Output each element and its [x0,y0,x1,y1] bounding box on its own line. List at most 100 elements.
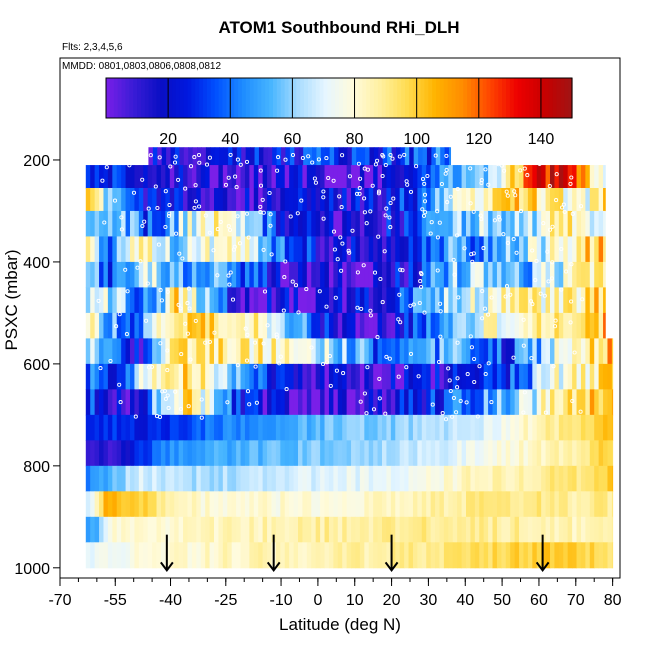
heatmap-cell [138,287,144,314]
heatmap-cell [183,516,188,543]
heatmap-cell [99,165,104,189]
heatmap-cell [289,165,295,189]
measurement-dot [368,308,373,313]
measurement-dot [465,372,470,377]
measurement-dot [340,153,345,158]
heatmap-cell [368,465,374,492]
heatmap-cell [377,440,383,467]
measurement-dot [127,163,132,168]
heatmap-cell [589,542,595,569]
colorbar-swatch [269,78,274,118]
colorbar-swatch [164,78,169,118]
heatmap-cell [399,188,405,212]
heatmap-cell [143,188,149,212]
heatmap-cell [174,338,180,365]
measurement-dot [481,246,486,251]
heatmap-cell [315,414,321,441]
heatmap-cell [116,165,122,189]
heatmap-cell [382,261,387,288]
heatmap-cell [488,440,494,467]
heatmap-cell [328,312,334,339]
heatmap-cell [324,210,330,237]
heatmap-cell [519,261,524,288]
measurement-dot [542,293,547,298]
heatmap-cell [488,516,494,543]
heatmap-cell [430,287,436,314]
heatmap-cell [373,465,379,492]
heatmap-cell [147,312,153,339]
heatmap-cell [125,287,131,314]
heatmap-cell [342,491,348,518]
heatmap-cell [572,287,578,314]
heatmap-cell [236,363,242,390]
heatmap-cell [417,338,423,365]
measurement-dot [192,205,197,210]
heatmap-cell [267,147,273,166]
heatmap-cell [138,210,144,237]
heatmap-cell [293,389,299,416]
heatmap-cell [412,491,418,518]
heatmap-cell [94,188,100,212]
heatmap-cell [214,363,219,390]
measurement-dot [254,400,259,405]
heatmap-cell [474,414,480,441]
heatmap-cell [470,236,476,263]
measurement-dot [580,297,585,302]
heatmap-cell [351,414,356,441]
colorbar-swatch [498,78,503,118]
heatmap-cell [298,210,303,237]
heatmap-cell [262,287,268,314]
measurement-dot [489,295,494,300]
heatmap-cell [439,287,445,314]
heatmap-cell [125,312,131,339]
colorbar-swatch [354,78,360,118]
heatmap-cell [174,491,180,518]
heatmap-cell [377,338,383,365]
heatmap-cell [373,236,379,263]
heatmap-cell [223,147,229,166]
colorbar-swatch [226,78,231,118]
measurement-dot [376,189,382,194]
heatmap-cell [541,414,547,441]
heatmap-cell [594,389,600,416]
measurement-dot [177,251,182,256]
measurement-dot [290,152,296,158]
measurement-dot [131,190,137,195]
heatmap-cell [196,389,202,416]
heatmap-cell [209,210,215,237]
measurement-dot [284,387,289,392]
heatmap-cell [580,165,586,189]
heatmap-cell [112,210,118,237]
heatmap-cell [244,236,250,263]
heatmap-cell [289,389,295,416]
heatmap-cell [408,414,414,441]
heatmap-cell [426,440,432,467]
heatmap-cell [439,165,445,189]
heatmap-cell [90,516,96,543]
heatmap-cell [426,236,432,263]
heatmap-cell [333,491,339,518]
heatmap-cell [293,491,299,518]
heatmap-cell [435,465,440,492]
heatmap-cell [315,338,321,365]
measurement-dot [197,160,202,165]
heatmap-cell [337,363,343,390]
heatmap-cell [333,440,339,467]
heatmap-cell [222,261,228,288]
heatmap-cell [125,414,131,441]
heatmap-cell [359,414,365,441]
heatmap-cell [306,516,312,543]
measurement-dot [188,164,194,169]
colorbar-swatch [373,78,379,118]
heatmap-cell [258,491,264,518]
heatmap-cell [272,147,278,166]
measurement-dot [228,152,233,157]
heatmap-cell [408,465,414,492]
heatmap-cell [134,188,140,212]
heatmap-cell [99,261,104,288]
heatmap-cell [258,338,264,365]
measurement-dot [293,283,299,288]
heatmap-cell [218,414,224,441]
measurement-dot [158,341,163,346]
heatmap-cell [315,491,321,518]
